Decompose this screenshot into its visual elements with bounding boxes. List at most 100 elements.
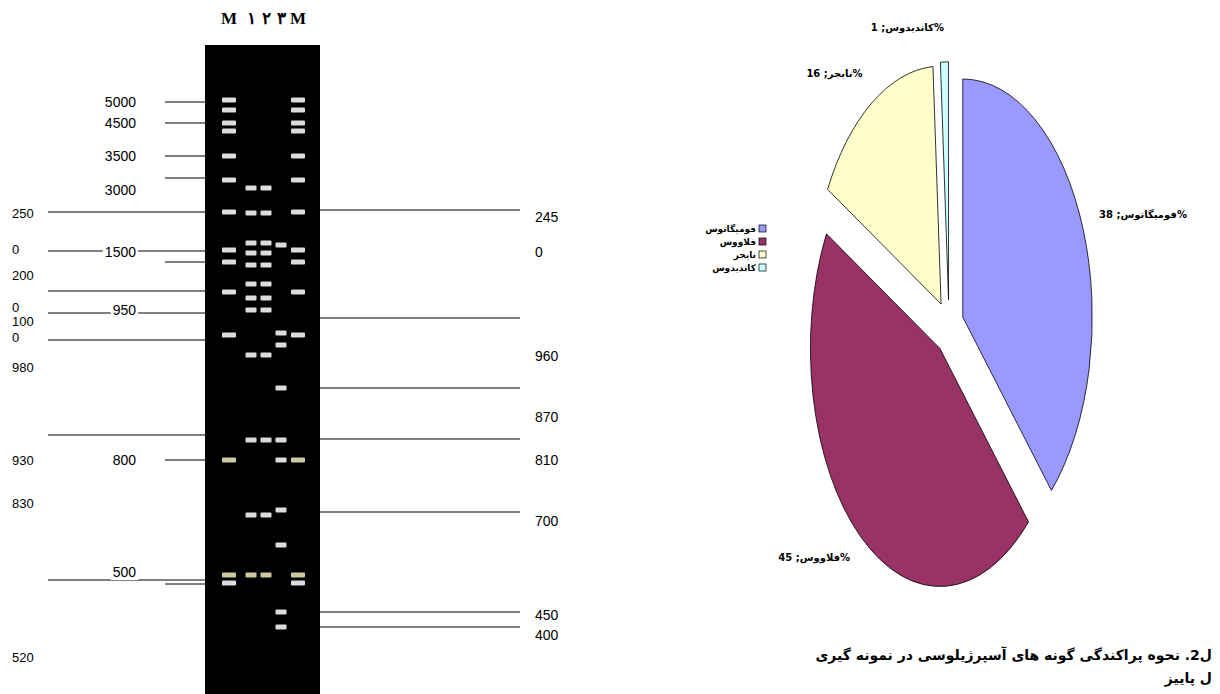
size-label: 930 xyxy=(12,453,34,468)
label-group: 520 xyxy=(10,650,36,665)
label-group: 245 xyxy=(533,209,561,225)
guide-line xyxy=(48,435,205,436)
legend-label: کاندیدوس xyxy=(712,263,757,274)
lane-label: ۱ xyxy=(247,9,256,28)
lane-label: M xyxy=(221,9,237,28)
gel-band xyxy=(222,333,236,338)
legend: فومیگاتوسفلاووسنایجرکاندیدوس xyxy=(705,223,766,274)
guide-line xyxy=(320,388,520,389)
label-patch xyxy=(10,330,21,345)
guide-line xyxy=(165,123,218,124)
gel-band xyxy=(246,251,257,256)
gel-band xyxy=(261,296,272,301)
gel-band xyxy=(222,581,236,586)
guide-line xyxy=(320,318,520,319)
pie-slice xyxy=(963,79,1093,490)
label-group: 810 xyxy=(533,452,561,468)
label-patch xyxy=(10,496,36,511)
gel-band xyxy=(222,290,236,295)
guide-line xyxy=(320,439,520,440)
label-patch xyxy=(533,513,561,529)
gel-band xyxy=(291,210,305,215)
gel-band xyxy=(276,386,287,391)
label-patch xyxy=(103,115,138,131)
size-label: 400 xyxy=(535,627,559,643)
gel-band xyxy=(291,248,305,253)
gel-band xyxy=(246,211,257,216)
gel-band xyxy=(222,260,236,265)
guide-line xyxy=(165,460,218,461)
gel-band xyxy=(276,243,287,248)
size-label: 245 xyxy=(535,209,559,225)
label-patch xyxy=(10,453,36,468)
label-group: 400 xyxy=(533,627,561,643)
size-label: 960 xyxy=(535,348,559,364)
gel-band xyxy=(222,121,236,126)
label-patch xyxy=(10,242,21,257)
label-group: 800 xyxy=(111,452,139,468)
label-patch xyxy=(10,300,21,315)
gel-band xyxy=(261,263,272,268)
label-patch xyxy=(103,148,138,164)
caption: ل2. نحوه پراکندگی گونه های آسپرژیلوسی در… xyxy=(815,646,1212,687)
label-patch xyxy=(533,452,561,468)
size-label: 3500 xyxy=(105,148,136,164)
label-patch xyxy=(533,607,561,623)
size-label: 0 xyxy=(12,330,19,345)
size-label: 0 xyxy=(12,242,19,257)
label-group: 950 xyxy=(111,302,139,318)
gel-band xyxy=(222,154,236,159)
size-label: 100 xyxy=(12,314,34,329)
size-label: 0 xyxy=(12,300,19,315)
label-patch xyxy=(103,182,138,198)
label-group: 0 xyxy=(10,330,21,345)
gel-band xyxy=(261,513,272,518)
gel-band xyxy=(222,248,236,253)
label-group: 0 xyxy=(10,242,21,257)
legend-label: نایجر xyxy=(733,250,756,261)
lane-label: ۳ xyxy=(277,9,286,28)
label-patch xyxy=(10,206,36,221)
gel-band xyxy=(291,178,305,183)
label-group: 4500 xyxy=(103,115,138,131)
size-label: 0 xyxy=(535,244,543,260)
gel-background xyxy=(205,45,320,694)
size-label: 200 xyxy=(12,268,34,283)
label-group: 980 xyxy=(10,360,36,375)
label-patch xyxy=(10,268,36,283)
gel-band xyxy=(276,458,287,463)
size-label: 5000 xyxy=(105,94,136,110)
label-patch xyxy=(533,209,561,225)
gel-band xyxy=(291,573,305,578)
caption-line: ل2. نحوه پراکندگی گونه های آسپرژیلوسی در… xyxy=(815,646,1212,664)
gel-figure: M۱۲۳M50004500350030001500950800500250020… xyxy=(10,9,561,694)
guide-line xyxy=(320,210,520,211)
guide-line xyxy=(48,212,205,213)
gel-band xyxy=(276,508,287,513)
label-patch xyxy=(111,302,139,318)
label-group: 930 xyxy=(10,453,36,468)
label-group: 1500 xyxy=(103,244,138,260)
guide-line xyxy=(165,102,218,103)
label-patch xyxy=(103,94,138,110)
gel-band xyxy=(291,333,305,338)
gel-band xyxy=(261,241,272,246)
gel-band xyxy=(261,353,272,358)
size-label: 980 xyxy=(12,360,34,375)
guide-line xyxy=(165,262,205,263)
gel-band xyxy=(276,610,287,615)
data-labels: فومیگاتوس; 38%فلاووس; 45%نایجر; 16%کاندی… xyxy=(778,22,1187,565)
gel-band xyxy=(222,458,236,463)
size-label: 450 xyxy=(535,607,559,623)
gel-band xyxy=(261,211,272,216)
gel-band xyxy=(222,98,236,103)
gel-band xyxy=(291,260,305,265)
label-patch xyxy=(533,348,561,364)
guide-line xyxy=(48,340,205,341)
guide-line xyxy=(165,584,205,585)
label-group: 960 xyxy=(533,348,561,364)
legend-swatch xyxy=(759,264,766,271)
gel-band xyxy=(222,210,236,215)
label-patch xyxy=(10,360,36,375)
label-patch xyxy=(111,564,139,580)
